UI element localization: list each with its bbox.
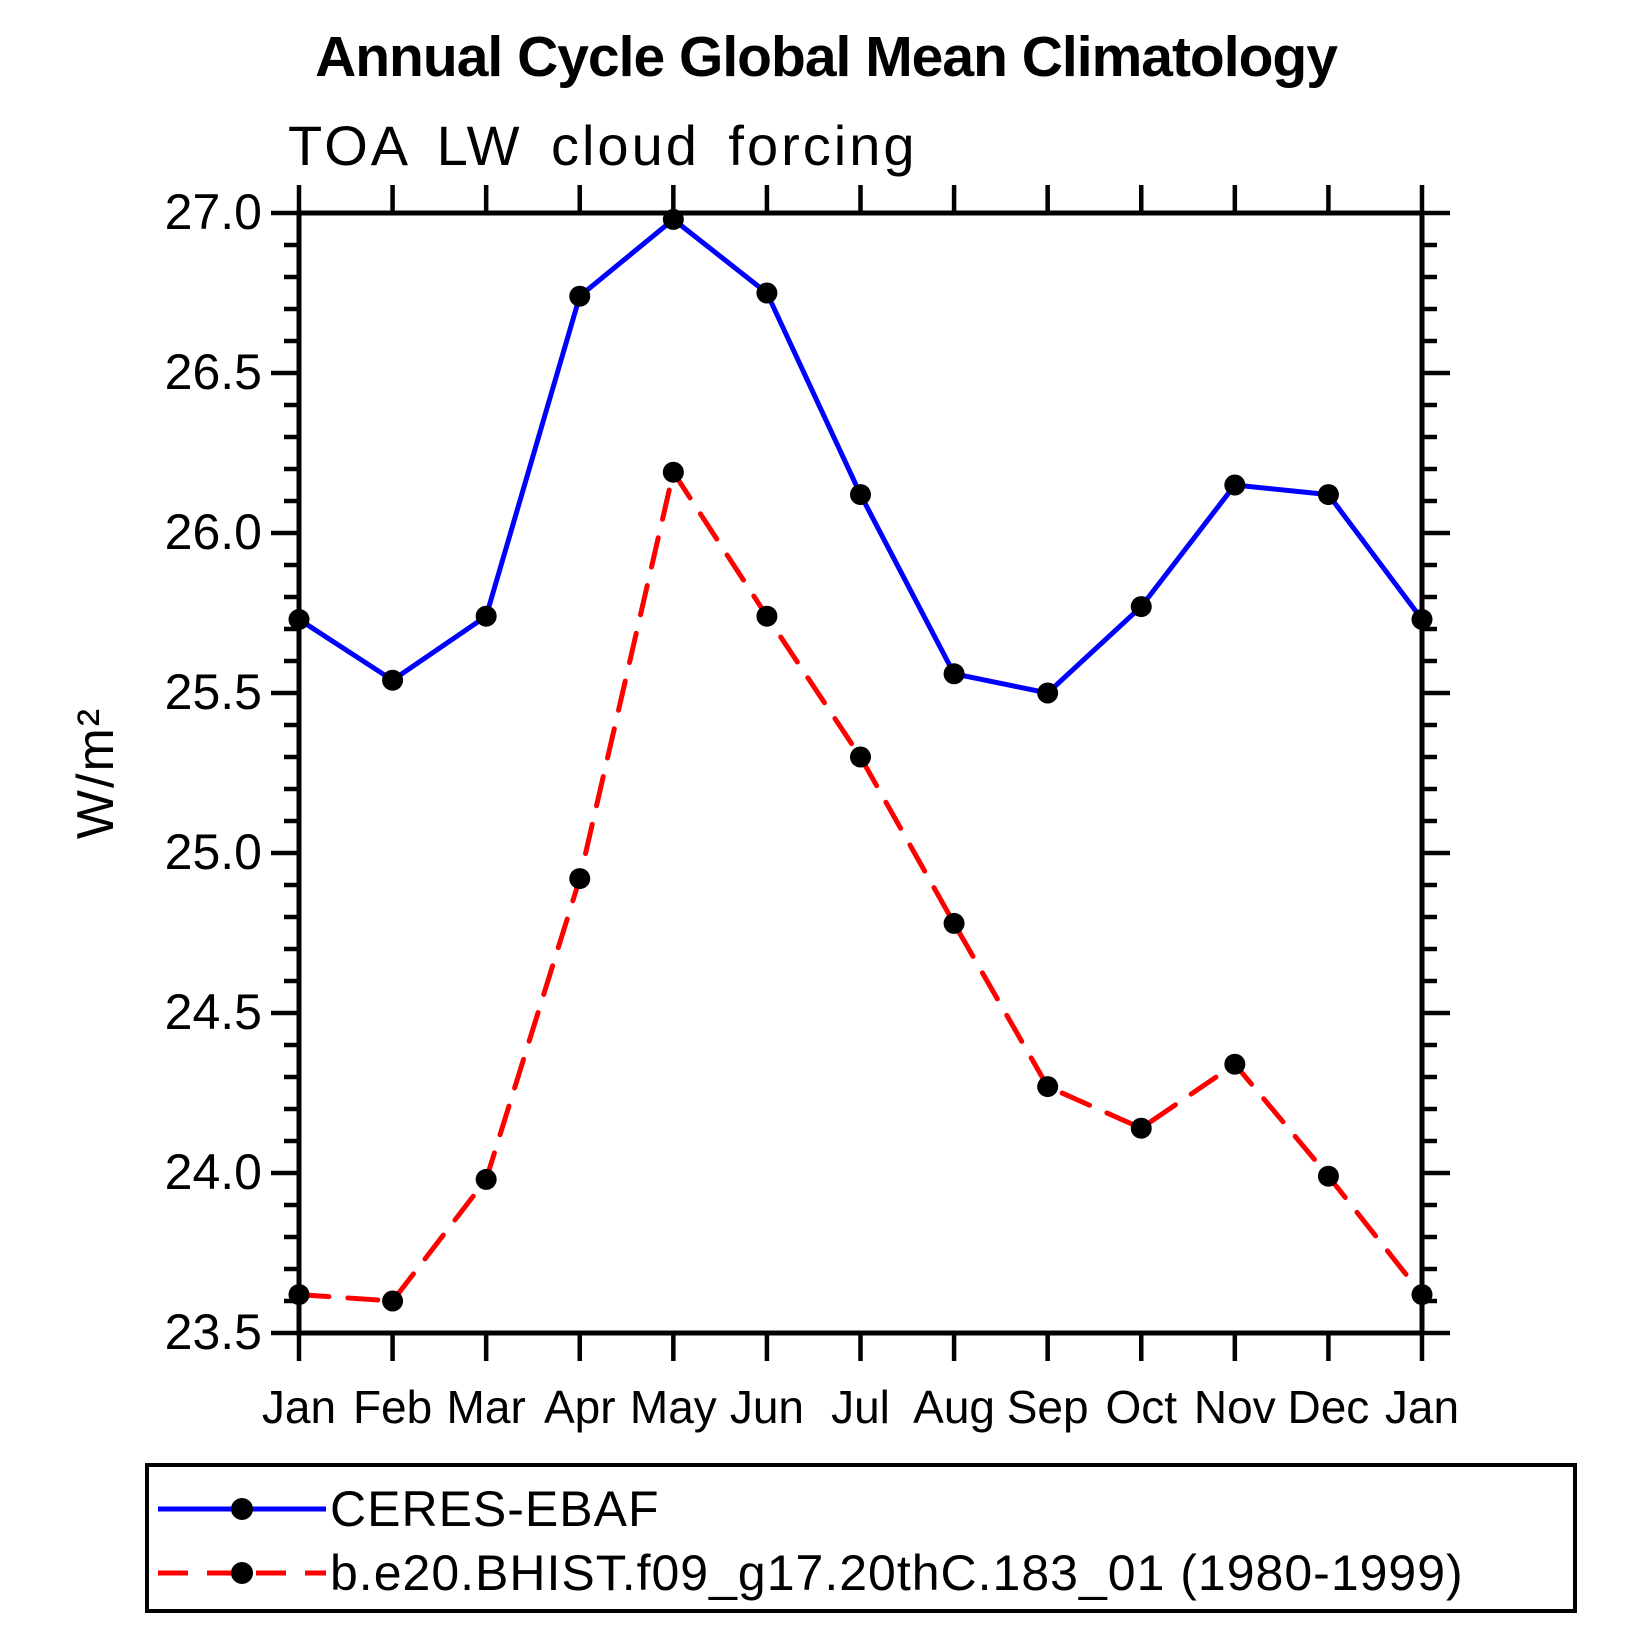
data-point-marker bbox=[1411, 608, 1433, 630]
x-axis-tick-label: Apr bbox=[544, 1381, 616, 1433]
plot-frame bbox=[296, 210, 1425, 1336]
series-line-ceres-ebaf bbox=[296, 216, 1425, 696]
data-point-marker bbox=[569, 285, 591, 307]
x-axis-tick-label: Nov bbox=[1194, 1381, 1276, 1433]
y-axis-tick-label: 23.5 bbox=[165, 1304, 262, 1360]
y-axis-tick-label: 26.5 bbox=[165, 344, 262, 400]
y-axis-tick-label: 25.0 bbox=[165, 824, 262, 880]
x-axis-tick-label: Aug bbox=[913, 1381, 995, 1433]
data-point-marker bbox=[569, 868, 591, 890]
data-point-marker bbox=[1037, 1076, 1059, 1098]
y-axis-title: W/m² bbox=[67, 706, 125, 840]
x-axis-tick-label: Sep bbox=[1007, 1381, 1089, 1433]
x-axis-tick-label: Feb bbox=[353, 1381, 432, 1433]
data-point-marker bbox=[1224, 1053, 1246, 1075]
data-point-marker bbox=[756, 282, 778, 304]
data-point-marker bbox=[288, 608, 310, 630]
chart-subtitle: TOA LW cloud forcing bbox=[288, 114, 918, 177]
y-axis-tick-label: 26.0 bbox=[165, 504, 262, 560]
data-point-marker bbox=[475, 1168, 497, 1190]
data-point-marker bbox=[943, 912, 965, 934]
data-point-marker bbox=[1317, 484, 1339, 506]
y-axis-tick-label: 24.5 bbox=[165, 984, 262, 1040]
series-line-model bbox=[296, 469, 1425, 1304]
data-point-marker bbox=[756, 605, 778, 627]
data-point-marker bbox=[662, 208, 684, 230]
legend-label-model: b.e20.BHIST.f09_g17.20thC.183_01 (1980-1… bbox=[330, 1545, 1464, 1601]
data-point-marker bbox=[382, 669, 404, 691]
y-axis-tick-label: 25.5 bbox=[165, 664, 262, 720]
data-point-marker bbox=[1037, 682, 1059, 704]
legend: CERES-EBAF b.e20.BHIST.f09_g17.20thC.183… bbox=[145, 1463, 1577, 1613]
x-axis-tick-label: Jan bbox=[262, 1381, 336, 1433]
data-point-marker bbox=[288, 1284, 310, 1306]
chart-title: Annual Cycle Global Mean Climatology bbox=[315, 25, 1338, 89]
legend-line-sample-solid bbox=[158, 1498, 326, 1520]
x-axis-tick-label: Mar bbox=[447, 1381, 526, 1433]
data-point-marker bbox=[1224, 474, 1246, 496]
data-point-marker bbox=[850, 484, 871, 506]
legend-marker-dot bbox=[231, 1498, 253, 1520]
x-axis-tick-label: Jan bbox=[1385, 1381, 1459, 1433]
x-axis-tick-label: Jun bbox=[730, 1381, 804, 1433]
data-point-marker bbox=[1130, 1117, 1152, 1139]
legend-marker-dot bbox=[231, 1562, 253, 1584]
data-point-marker bbox=[382, 1290, 404, 1312]
legend-line-sample-dashed bbox=[158, 1562, 326, 1584]
legend-item-model: b.e20.BHIST.f09_g17.20thC.183_01 (1980-1… bbox=[149, 1541, 1573, 1605]
x-axis-tick-label: Oct bbox=[1105, 1381, 1177, 1433]
data-point-marker bbox=[662, 461, 684, 483]
data-point-marker bbox=[1411, 1284, 1433, 1306]
x-axis-tick-label: May bbox=[630, 1381, 717, 1433]
data-point-marker bbox=[475, 605, 497, 627]
x-axis-tick-label: Dec bbox=[1288, 1381, 1370, 1433]
data-point-marker bbox=[850, 746, 871, 768]
data-point-marker bbox=[1317, 1165, 1339, 1187]
y-axis-tick-label: 27.0 bbox=[165, 184, 262, 240]
legend-label-observation: CERES-EBAF bbox=[330, 1481, 660, 1537]
y-axis-tick-label: 24.0 bbox=[165, 1144, 262, 1200]
data-point-marker bbox=[943, 663, 965, 685]
data-point-marker bbox=[1130, 596, 1152, 618]
legend-item-ceres-ebaf: CERES-EBAF bbox=[149, 1477, 1573, 1541]
x-axis-tick-label: Jul bbox=[831, 1381, 890, 1433]
